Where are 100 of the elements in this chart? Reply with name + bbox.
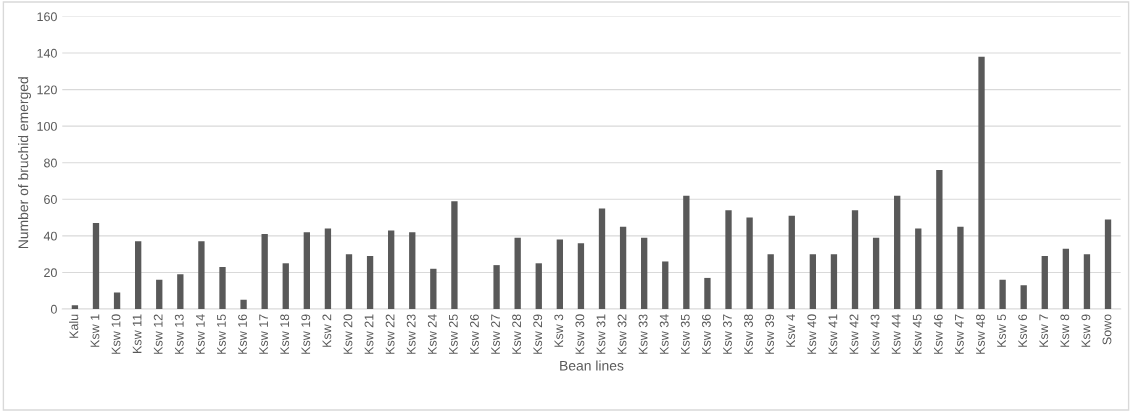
- bar: [514, 237, 521, 309]
- bar: [641, 237, 648, 309]
- bar: [746, 217, 753, 309]
- x-tick-label: Ksw 30: [575, 314, 585, 354]
- x-tick-label: Ksw 39: [765, 314, 775, 354]
- bar: [1041, 255, 1048, 309]
- bar: [345, 254, 353, 309]
- bar: [788, 215, 795, 309]
- bar: [915, 228, 922, 309]
- x-tick-label: Ksw 45: [912, 314, 922, 354]
- y-tick-label: 20: [44, 268, 57, 278]
- bar: [219, 266, 226, 309]
- x-tick-label: Ksw 9: [1081, 314, 1091, 347]
- x-tick-label: Ksw 10: [111, 314, 121, 354]
- bar: [409, 232, 416, 309]
- bar: [177, 274, 184, 309]
- y-tick-label: 100: [37, 121, 57, 131]
- x-tick-label: Ksw 16: [238, 314, 247, 354]
- y-tick-label: 80: [44, 158, 57, 168]
- bar: [683, 195, 690, 309]
- y-tick-label: 40: [43, 231, 57, 241]
- x-tick-label: Ksw 38: [744, 314, 753, 354]
- x-tick-label: Ksw 29: [533, 314, 543, 354]
- y-tick-label: 60: [44, 195, 57, 204]
- x-tick-label: Ksw 25: [448, 314, 458, 354]
- bar: [725, 210, 732, 309]
- x-tick-label: Ksw 1: [90, 314, 100, 347]
- x-tick-label: Ksw 5: [997, 314, 1006, 347]
- bar: [451, 201, 458, 309]
- bar: [851, 210, 859, 309]
- bar: [767, 254, 774, 309]
- bar: [71, 305, 79, 309]
- x-tick-label: Ksw 35: [680, 314, 690, 354]
- x-tick-label: Sowo: [1102, 314, 1112, 345]
- x-tick-label: Ksw 37: [723, 314, 732, 354]
- x-tick-label: Ksw 3: [554, 314, 564, 347]
- bar: [303, 232, 310, 309]
- bar: [1083, 254, 1091, 309]
- bar: [662, 261, 669, 309]
- x-tick-label: Ksw 32: [617, 314, 627, 354]
- bar: [1104, 219, 1112, 309]
- x-tick-label: Ksw 21: [364, 314, 374, 354]
- y-tick-label: 140: [37, 48, 57, 58]
- bar: [324, 228, 332, 309]
- bar: [388, 230, 395, 309]
- bar: [957, 226, 964, 309]
- x-tick-label: Ksw 20: [343, 314, 353, 354]
- bar: [493, 265, 500, 309]
- bar: [704, 277, 711, 309]
- x-tick-label: Ksw 18: [280, 314, 290, 354]
- bar: [830, 254, 838, 309]
- x-tick-label: Ksw 48: [976, 314, 985, 354]
- x-tick-label: Ksw 7: [1039, 314, 1049, 347]
- bar: [1020, 285, 1027, 309]
- bar: [156, 279, 163, 309]
- x-tick-label: Ksw 2: [322, 314, 332, 347]
- y-tick-label: 120: [37, 85, 57, 95]
- x-tick-label: Ksw 31: [596, 314, 606, 354]
- x-tick-label: Ksw 33: [638, 314, 648, 354]
- bar: [261, 234, 268, 309]
- x-axis-title: Bean lines: [560, 360, 624, 371]
- x-tick-label: Ksw 28: [512, 314, 522, 354]
- bar: [240, 299, 247, 309]
- x-tick-label: Ksw 22: [385, 314, 395, 354]
- x-tick-label: Ksw 34: [659, 314, 669, 354]
- x-tick-label: Ksw 26: [470, 314, 479, 354]
- bar: [366, 255, 374, 309]
- x-tick-label: Ksw 27: [491, 314, 500, 354]
- x-tick-label: Ksw 42: [849, 314, 859, 354]
- bar: [282, 263, 289, 309]
- x-tick-label: Ksw 40: [807, 314, 817, 354]
- x-tick-label: Ksw 47: [955, 314, 964, 354]
- bar: [535, 263, 542, 309]
- bar: [936, 170, 943, 309]
- x-tick-label: Ksw 6: [1018, 314, 1028, 347]
- x-tick-label: Ksw 44: [891, 314, 901, 354]
- x-tick-label: Ksw 23: [406, 314, 416, 354]
- bar: [598, 208, 606, 309]
- x-tick-label: Ksw 11: [132, 314, 142, 353]
- bar: [872, 237, 880, 309]
- bar: [978, 56, 985, 309]
- x-tick-label: Ksw 15: [217, 314, 226, 354]
- x-tick-label: Kalu: [69, 314, 79, 338]
- bar: [999, 279, 1006, 309]
- x-tick-label: Ksw 12: [153, 314, 163, 354]
- y-tick-label: 160: [37, 12, 57, 22]
- bar: [577, 243, 585, 309]
- bar: [198, 241, 205, 309]
- x-tick-label: Ksw 41: [828, 314, 838, 354]
- x-tick-label: Ksw 46: [933, 314, 943, 354]
- bar: [135, 241, 142, 309]
- bar: [113, 292, 121, 309]
- x-tick-label: Ksw 14: [196, 314, 205, 354]
- bar: [556, 239, 564, 309]
- y-axis-title: Number of bruchid emerged: [18, 77, 31, 249]
- bar: [619, 226, 627, 309]
- x-tick-label: Ksw 4: [786, 314, 796, 347]
- y-tick-label: 0: [50, 304, 57, 314]
- x-tick-label: Ksw 43: [870, 314, 880, 354]
- x-tick-label: Ksw 8: [1060, 314, 1070, 347]
